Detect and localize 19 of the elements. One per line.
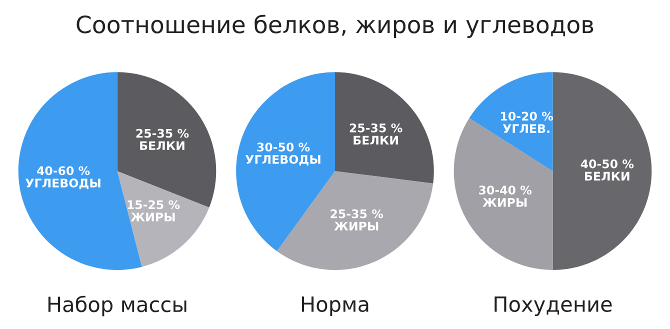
pie-slice: [469, 72, 553, 172]
slice-label: 40-50 % БЕЛКИ: [580, 159, 634, 180]
slice-label: 25-35 % БЕЛКИ: [136, 128, 189, 150]
text: Норма: [302, 296, 368, 316]
slice-label: 30-50 % УГЛЕВОДЫ: [245, 142, 320, 166]
pie-slice: [335, 72, 434, 184]
text: Набор массы: [48, 296, 186, 316]
pie-slice: [117, 72, 216, 208]
slice-label: 40-60 % УГЛЕВОДЫ: [25, 166, 100, 190]
pie-slice: [276, 171, 434, 270]
slice-label: 10-20 % УГЛЕВ.: [501, 112, 554, 133]
pie-slice: [552, 72, 652, 270]
pie-slice: [117, 171, 210, 267]
slice-label: 25-35 % БЕЛКИ: [350, 123, 402, 145]
slice-label: 25-35 % ЖИРЫ: [330, 209, 384, 230]
slice-label: 15-25 % ЖИРЫ: [128, 200, 180, 222]
slice-label: 30-40 % ЖИРЫ: [479, 186, 532, 207]
text: Похудение: [494, 296, 612, 316]
text: Соотношение белков, жиров и углеводов: [76, 14, 594, 38]
